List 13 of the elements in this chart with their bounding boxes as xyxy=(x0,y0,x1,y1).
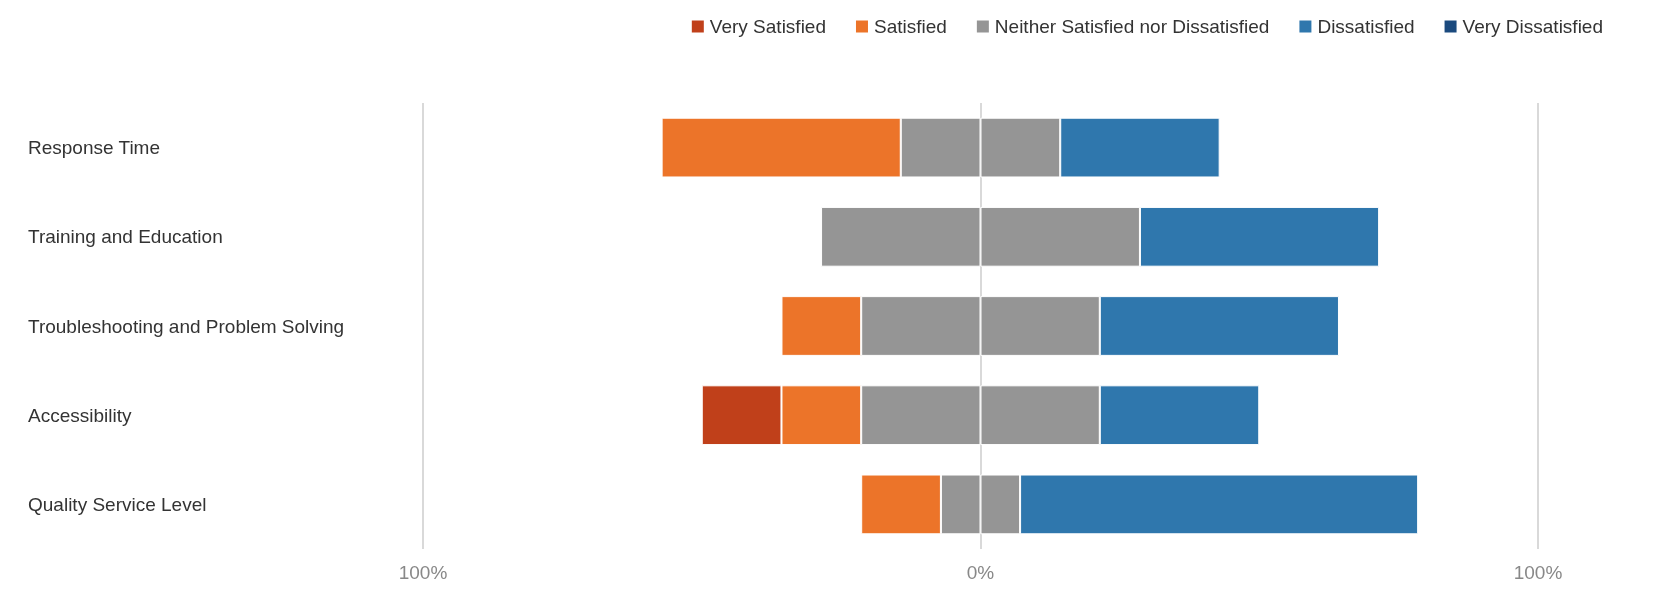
legend-label: Dissatisfied xyxy=(1317,16,1415,37)
y-tick-label: Training and Education xyxy=(28,226,223,248)
x-tick-label: 100% xyxy=(398,562,448,583)
legend-label: Very Dissatisfied xyxy=(1462,16,1604,37)
y-tick-label: Response Time xyxy=(28,137,161,159)
legend-label: Neither Satisfied nor Dissatisfied xyxy=(994,16,1270,37)
x-tick-label: 0% xyxy=(966,562,995,583)
y-tick-label: Troubleshooting and Problem Solving xyxy=(28,315,345,337)
legend-label: Very Satisfied xyxy=(709,16,826,37)
legend-label: Satisfied xyxy=(873,16,947,37)
x-tick-label: 100% xyxy=(1513,562,1563,583)
y-tick-label: Accessibility xyxy=(28,404,132,426)
y-tick-label: Quality Service Level xyxy=(28,493,207,515)
